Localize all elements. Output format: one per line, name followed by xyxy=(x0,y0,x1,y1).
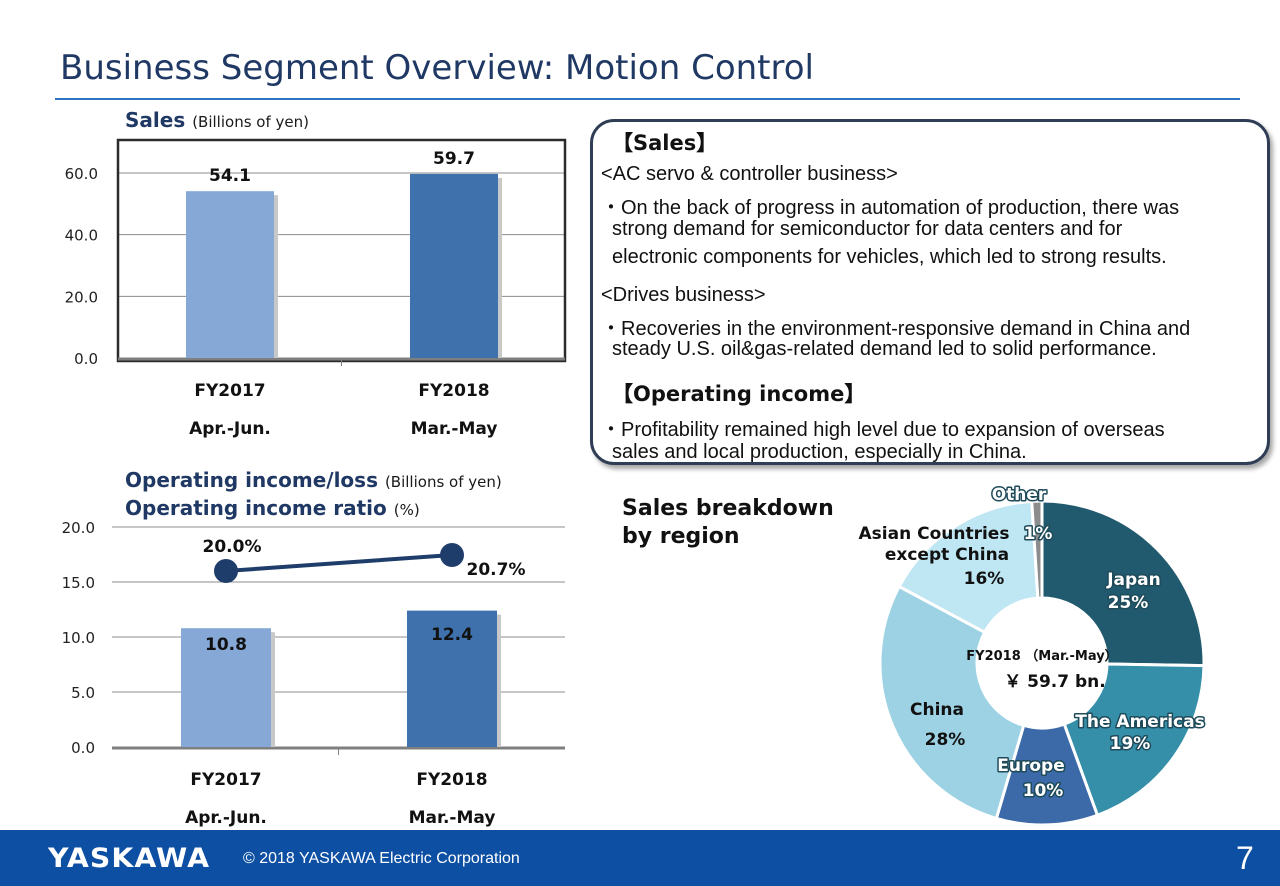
sales-bar-chart: 0.0 20.0 40.0 60.0 54.1 FY2017 Apr.-Jun. 59.7 FY… xyxy=(65,138,567,439)
europe-label: Europe xyxy=(997,756,1064,776)
sales-chart-unit: (Billions of yen) xyxy=(192,113,309,131)
other-label: Other xyxy=(992,485,1047,505)
ratio-line xyxy=(225,553,453,573)
sales-ytick-label: 60.0 xyxy=(65,165,98,183)
ratio-value-label: 20.7% xyxy=(467,560,526,580)
ratio-point xyxy=(440,543,464,567)
pie-title-line2: by region xyxy=(622,524,740,549)
op-ytick-label: 0.0 xyxy=(71,739,95,757)
sales-category-sublabel: Apr.-Jun. xyxy=(189,419,271,439)
drives-business-line-2: steady U.S. oil&gas-related demand led t… xyxy=(612,338,1157,360)
op-category-label: FY2018 xyxy=(416,770,487,790)
pie-title-line1: Sales breakdown xyxy=(622,496,834,521)
op-category-sublabel: Apr.-Jun. xyxy=(185,808,267,828)
op-ytick-label: 15.0 xyxy=(62,574,95,592)
donut-center-total: ￥ 59.7 bn. xyxy=(1004,672,1106,692)
op-chart-unit: (Billions of yen) xyxy=(384,473,502,491)
donut-center-period: FY2018 （Mar.-May） xyxy=(966,648,1117,664)
page-number: 7 xyxy=(1236,840,1254,876)
japan-pct-label: 25% xyxy=(1108,593,1149,613)
sales-category-sublabel: Mar.-May xyxy=(411,419,498,439)
donut-slice xyxy=(1062,662,1206,818)
asia-pct-label: 16% xyxy=(964,569,1005,589)
sales-ytick-label: 20.0 xyxy=(65,288,98,306)
donut-slice xyxy=(1030,499,1044,600)
op-chart-title: Operating income/loss xyxy=(125,468,378,492)
op-chart-title-line2: Operating income ratio (%) xyxy=(125,496,420,520)
ac-business-line-3: electronic components for vehicles, whic… xyxy=(612,246,1167,268)
op-value-label: 10.8 xyxy=(205,635,247,655)
operating-income-line-2: sales and local production, especially i… xyxy=(612,441,1027,463)
op-category-label: FY2017 xyxy=(190,770,261,790)
asia-label-line2: except China xyxy=(885,545,1009,565)
china-label: China xyxy=(910,700,964,720)
operating-income-heading: 【Operating income】 xyxy=(612,382,866,406)
sales-value-label: 59.7 xyxy=(433,149,475,169)
sales-bar xyxy=(410,173,498,358)
europe-pct-label: 10% xyxy=(1023,781,1064,801)
ac-business-line-1: ・On the back of progress in automation o… xyxy=(601,197,1180,219)
americas-label: The Americas xyxy=(1075,712,1204,732)
op-ytick-label: 10.0 xyxy=(62,629,95,647)
op-bar xyxy=(407,610,497,747)
title-divider xyxy=(55,98,1240,100)
ratio-point xyxy=(214,559,238,583)
sales-chart-title: Sales xyxy=(125,108,186,132)
sales-ytick-label: 40.0 xyxy=(65,227,98,245)
commentary-box xyxy=(590,119,1270,465)
copyright-text: © 2018 YASKAWA Electric Corporation xyxy=(243,850,520,867)
asia-label-line1: Asian Countries xyxy=(859,524,1010,544)
sales-chart-title-block: Sales (Billions of yen) xyxy=(125,108,309,132)
op-category-sublabel: Mar.-May xyxy=(409,808,496,828)
op-chart-title-line1: Operating income/loss (Billions of yen) xyxy=(125,468,502,492)
ratio-chart-unit: (%) xyxy=(393,501,420,519)
op-ytick-label: 5.0 xyxy=(71,684,95,702)
footer-bar xyxy=(0,830,1280,886)
yaskawa-logo: YASKAWA xyxy=(48,843,211,874)
sales-category-label: FY2018 xyxy=(418,381,489,401)
drives-business-heading: <Drives business> xyxy=(601,284,766,306)
op-value-label: 12.4 xyxy=(431,625,473,645)
ratio-value-label: 20.0% xyxy=(203,537,262,557)
drives-business-line-1: ・Recoveries in the environment-responsiv… xyxy=(601,318,1191,340)
op-bar xyxy=(181,628,271,747)
donut-slice xyxy=(1040,499,1206,668)
operating-income-line-1: ・Profitability remained high level due t… xyxy=(601,419,1165,441)
ac-business-heading: <AC servo & controller business> xyxy=(601,163,898,185)
ac-business-line-2: strong demand for semiconductor for data… xyxy=(612,218,1123,240)
operating-income-chart: 0.0 5.0 10.0 15.0 20.0 10.8 FY2017 Apr.-Jun. 12.… xyxy=(62,519,565,828)
sales-bar xyxy=(186,191,274,358)
op-ytick-label: 20.0 xyxy=(62,519,95,537)
slide-title: Business Segment Overview: Motion Contro… xyxy=(60,48,814,88)
sales-value-label: 54.1 xyxy=(209,166,251,186)
ratio-chart-title: Operating income ratio xyxy=(125,496,387,520)
sales-heading: 【Sales】 xyxy=(612,131,718,155)
sales-ytick-label: 0.0 xyxy=(74,350,98,368)
donut-slice xyxy=(897,499,1040,635)
china-pct-label: 28% xyxy=(925,730,966,750)
sales-category-label: FY2017 xyxy=(194,381,265,401)
donut-slice xyxy=(878,584,1026,821)
other-pct-label: 1% xyxy=(1024,524,1053,544)
japan-label: Japan xyxy=(1106,570,1161,590)
americas-pct-label: 19% xyxy=(1110,734,1151,754)
